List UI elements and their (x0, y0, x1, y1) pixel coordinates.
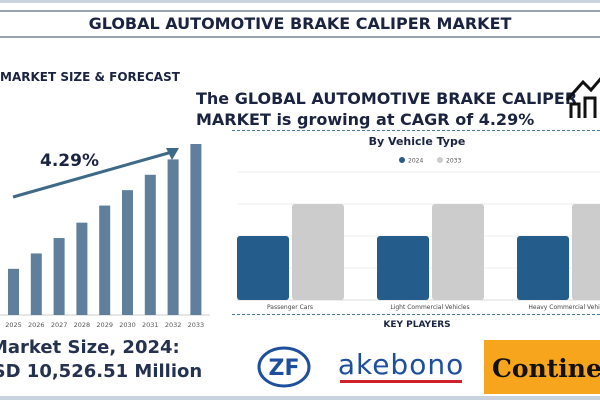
headline-line1: The GLOBAL AUTOMOTIVE BRAKE CALIPER (196, 89, 578, 108)
market-size-title: MARKET SIZE & FORECAST (0, 70, 180, 84)
x-tick-label: 2030 (119, 321, 136, 329)
x-tick-label: Light Commercial Vehicles (390, 304, 469, 311)
zf-logo: ZF (257, 346, 311, 388)
bottom-border (0, 396, 600, 400)
x-tick-label: 2029 (96, 321, 113, 329)
svg-text:ZF: ZF (269, 356, 300, 381)
bar-2033 (432, 204, 484, 300)
market-size-label: Market Size, 2024: USD 10,526.51 Million (0, 336, 202, 384)
svg-text:akebono: akebono (338, 348, 464, 381)
bar-2026 (30, 253, 42, 315)
legend-label-2033: 2033 (446, 158, 461, 165)
x-tick-label: 2031 (142, 321, 159, 329)
bar-2032 (167, 159, 179, 315)
x-tick-label: 2025 (5, 321, 22, 329)
x-tick-label: 2032 (165, 321, 182, 329)
divider (232, 130, 600, 131)
bar-2029 (99, 205, 111, 315)
market-size-line2: USD 10,526.51 Million (0, 361, 203, 382)
akebono-logo: akebono (338, 348, 464, 383)
bar-2033 (572, 204, 600, 300)
bar-2028 (76, 222, 88, 315)
legend-label-2024: 2024 (408, 158, 423, 165)
vehicle-type-title: By Vehicle Type (368, 135, 466, 148)
bar-2024 (517, 236, 569, 300)
bar-2033 (190, 144, 202, 315)
continental-logo: Continental (484, 340, 600, 394)
top-border (0, 0, 600, 3)
vehicle-type-chart: 2024 2033 Passenger Cars Light Commercial V… (237, 157, 600, 311)
legend-marker-2024 (399, 157, 405, 163)
bar-2024 (377, 236, 429, 300)
cagr-headline: The GLOBAL AUTOMOTIVE BRAKE CALIPER MARK… (196, 88, 577, 130)
headline-line2: MARKET is growing at CAGR of 4.29% (196, 110, 535, 129)
x-tick-label: 2027 (51, 321, 68, 329)
page-title: GLOBAL AUTOMOTIVE BRAKE CALIPER MARKET (0, 10, 600, 38)
trend-arrow-head (166, 148, 179, 160)
bar-2027 (53, 238, 65, 315)
growth-house-icon (565, 77, 600, 118)
bar-2025 (8, 268, 19, 315)
divider (232, 314, 600, 315)
key-players-title: KEY PLAYERS (383, 320, 451, 330)
cagr-label: 4.29% (40, 151, 99, 171)
legend-marker-2033 (437, 157, 443, 163)
bar-2033 (292, 204, 344, 300)
forecast-chart: 2025 2026 2027 2028 2029 2030 2031 2032 2033 4.29… (0, 144, 210, 329)
x-tick-label: Passenger Cars (267, 304, 313, 311)
bar-2030 (122, 190, 133, 315)
x-tick-label: 2026 (28, 321, 45, 329)
x-tick-label: 2033 (188, 321, 205, 329)
market-size-line1: Market Size, 2024: (0, 337, 180, 358)
x-tick-label: 2028 (74, 321, 91, 329)
trend-arrow-icon (12, 150, 173, 199)
bar-2024 (237, 236, 289, 300)
bar-2031 (144, 174, 156, 315)
svg-text:Continental: Continental (492, 354, 600, 383)
x-tick-label: Heavy Commercial Vehicles (528, 304, 600, 311)
